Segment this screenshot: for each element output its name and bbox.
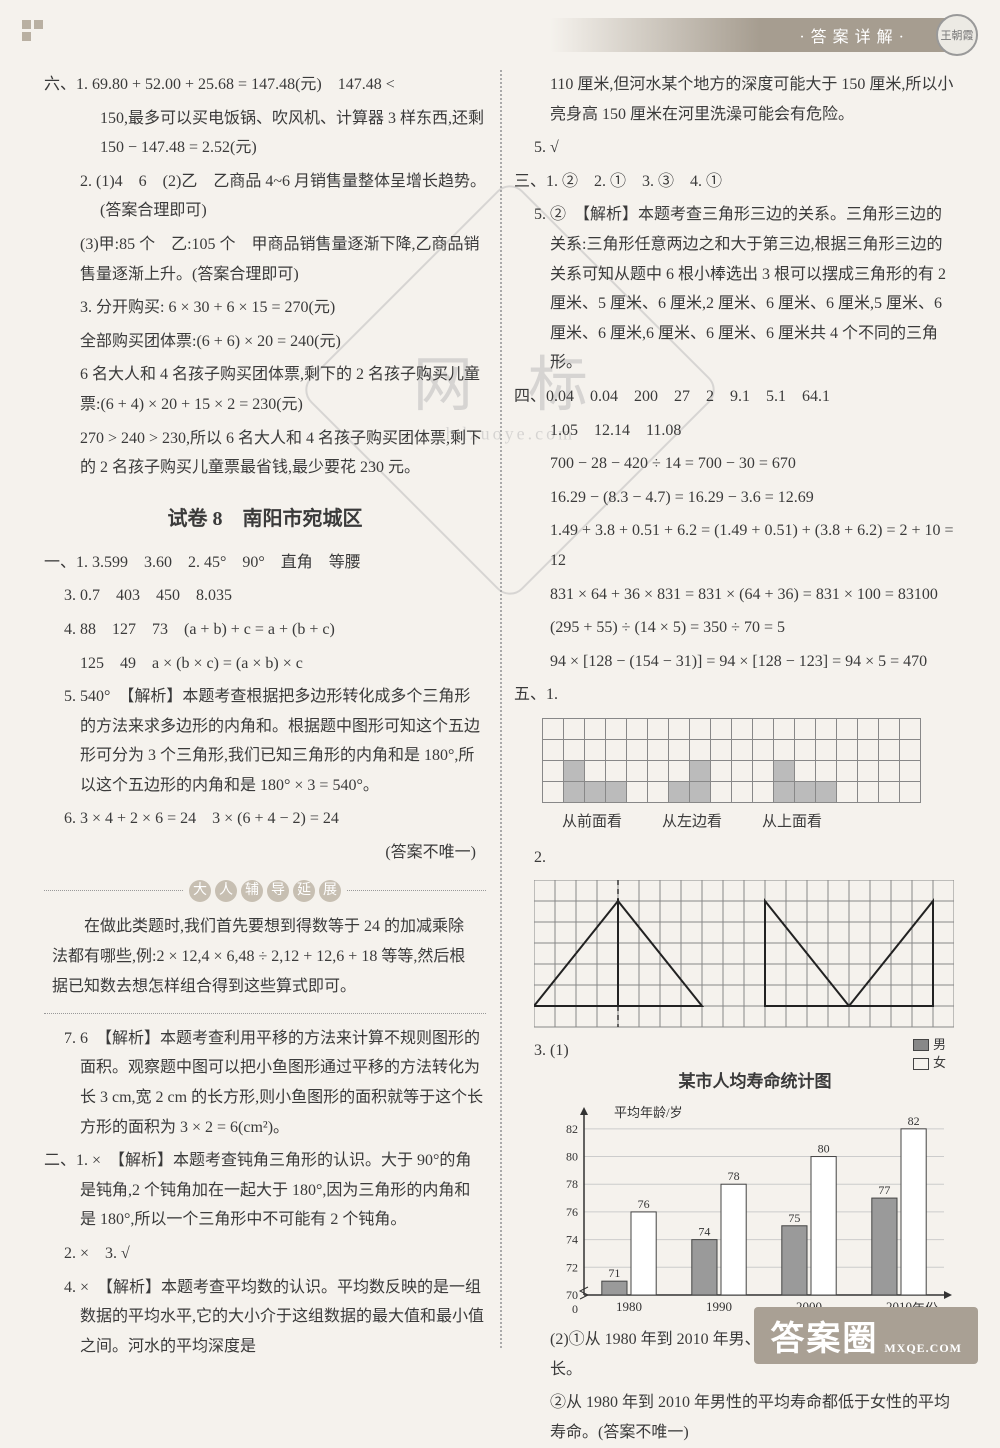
p8-1-6a: 6. 3 × 4 + 2 × 6 = 24 3 × (6 + 4 − 2) = … <box>44 804 486 834</box>
vlab-top: 从上面看 <box>762 809 822 837</box>
svg-text:82: 82 <box>566 1122 578 1136</box>
sec5-2: 2. <box>514 843 956 873</box>
p8-2-23: 2. × 3. √ <box>44 1239 486 1269</box>
paper8-title: 试卷 8 南阳市宛城区 <box>44 501 486 538</box>
chart-block: 3. (1) 某市人均寿命统计图 男 女 70 72 74 76 78 80 82 0 平均年龄… <box>514 1036 956 1325</box>
svg-text:平均年龄/岁: 平均年龄/岁 <box>614 1105 683 1120</box>
svg-text:70: 70 <box>566 1288 578 1302</box>
r4-6: 831 × 64 + 36 × 831 = 831 × (64 + 36) = … <box>514 580 956 610</box>
r4-3: 700 − 28 − 420 ÷ 14 = 700 − 30 = 670 <box>514 449 956 479</box>
page-body: 六、1. 69.80 + 52.00 + 25.68 = 147.48(元) 1… <box>30 70 970 1348</box>
p8-1-6b: (答案不唯一) <box>44 838 486 868</box>
p8-1-7: 7. 6 【解析】本题考查利用平移的方法来计算不规则图形的面积。观察题中图可以把… <box>44 1024 486 1142</box>
svg-text:78: 78 <box>728 1169 740 1183</box>
vlab-left: 从左边看 <box>662 809 722 837</box>
corner-ornament <box>22 20 44 42</box>
p8-2-4: 4. × 【解析】本题考查平均数的认识。平均数反映的是一组数据的平均水平,它的大… <box>44 1273 486 1362</box>
chart-num: 3. (1) <box>514 1036 956 1066</box>
grid-views-1 <box>542 718 956 803</box>
q6-3c: 6 名大人和 4 名孩子购买团体票,剩下的 2 名孩子购买儿童票:(6 + 4)… <box>44 360 486 419</box>
p8-1-4b: 125 49 a × (b × c) = (a × b) × c <box>44 649 486 679</box>
r4-2: 1.05 12.14 11.08 <box>514 416 956 446</box>
svg-text:1990: 1990 <box>706 1299 732 1314</box>
gear-badge: 王朝霞 <box>936 14 978 56</box>
grid-triangles <box>534 880 956 1030</box>
q6-2a: 2. (1)4 6 (2)乙 乙商品 4~6 月销售量整体呈增长趋势。(答案合理… <box>64 167 486 226</box>
svg-text:72: 72 <box>566 1261 578 1275</box>
footer-brand: 答案圈 <box>770 1311 878 1360</box>
p8-1-3: 3. 0.7 403 450 8.035 <box>44 581 486 611</box>
svg-text:74: 74 <box>698 1225 710 1239</box>
svg-text:80: 80 <box>566 1150 578 1164</box>
q6-3a: 3. 分开购买: 6 × 30 + 6 × 15 = 270(元) <box>64 293 486 323</box>
header-title: ·答案详解· <box>799 23 910 47</box>
p8-1-4: 4. 88 127 73 (a + b) + c = a + (b + c) <box>44 615 486 645</box>
svg-text:0: 0 <box>572 1302 578 1316</box>
gear-text: 王朝霞 <box>941 27 974 43</box>
footer-watermark: 答案圈 MXQE.COM <box>754 1307 978 1364</box>
chart-title: 某市人均寿命统计图 <box>554 1066 956 1097</box>
svg-text:74: 74 <box>566 1233 578 1247</box>
svg-text:80: 80 <box>818 1142 830 1156</box>
q6-1b: 150,最多可以买电饭锅、吹风机、计算器 3 样东西,还剩 150 − 147.… <box>44 104 486 163</box>
view-labels: 从前面看 从左边看 从上面看 <box>562 809 956 837</box>
svg-text:75: 75 <box>788 1211 800 1225</box>
p8-1-5: 5. 540° 【解析】本题考查根据把多边形转化成多个三角形的方法来求多边形的内… <box>44 682 486 800</box>
svg-text:71: 71 <box>608 1266 620 1280</box>
legend-female: 女 <box>933 1054 946 1072</box>
column-divider <box>500 70 502 1348</box>
left-column: 六、1. 69.80 + 52.00 + 25.68 = 147.48(元) 1… <box>30 70 500 1348</box>
q6-2b: (3)甲:85 个 乙:105 个 甲商品销售量逐渐下降,乙商品销售量逐渐上升。… <box>44 230 486 289</box>
svg-text:1980: 1980 <box>616 1299 642 1314</box>
p8-1-1: 一、1. 3.599 3.60 2. 45° 90° 直角 等腰 <box>44 548 486 578</box>
q6-3d: 270 > 240 > 230,所以 6 名大人和 4 名孩子购买团体票,剩下的… <box>44 424 486 483</box>
r4-8: 94 × [128 − (154 − 31)] = 94 × [128 − 12… <box>514 647 956 677</box>
r4-7: (295 + 55) ÷ (14 × 5) = 350 ÷ 70 = 5 <box>514 613 956 643</box>
tutor-divider: 大人辅导延展 <box>44 880 486 902</box>
r4-5: 1.49 + 3.8 + 0.51 + 6.2 = (1.49 + 0.51) … <box>514 516 956 575</box>
right-column: 110 厘米,但河水某个地方的深度可能大于 150 厘米,所以小亮身高 150 … <box>500 70 970 1348</box>
q6-1a: 六、1. 69.80 + 52.00 + 25.68 = 147.48(元) 1… <box>44 70 486 100</box>
r3-line: 三、1. ② 2. ① 3. ③ 4. ① <box>514 167 956 197</box>
r-ans-2b: ②从 1980 年到 2010 年男性的平均寿命都低于女性的平均寿命。(答案不唯… <box>514 1388 956 1447</box>
r4-1: 四、0.04 0.04 200 27 2 9.1 5.1 64.1 <box>514 382 956 412</box>
svg-text:76: 76 <box>638 1197 650 1211</box>
r3-5: 5. ② 【解析】本题考查三角形三边的关系。三角形三边的关系:三角形任意两边之和… <box>514 200 956 378</box>
bar-chart: 707274767880820平均年龄/岁年份71761980747819907… <box>534 1105 956 1325</box>
r-5: 5. √ <box>514 133 956 163</box>
svg-text:82: 82 <box>908 1114 920 1128</box>
tutor-text: 在做此类题时,我们首先要想到得数等于 24 的加减乘除法都有哪些,例:2 × 1… <box>44 908 486 1014</box>
footer-url: MXQE.COM <box>884 1341 962 1356</box>
svg-text:76: 76 <box>566 1205 578 1219</box>
sec5-1: 五、1. <box>514 680 956 710</box>
svg-text:77: 77 <box>878 1183 890 1197</box>
tutor-label: 大人辅导延展 <box>189 880 341 902</box>
legend-male: 男 <box>933 1036 946 1054</box>
r-top: 110 厘米,但河水某个地方的深度可能大于 150 厘米,所以小亮身高 150 … <box>514 70 956 129</box>
q6-3b: 全部购买团体票:(6 + 6) × 20 = 240(元) <box>44 327 486 357</box>
chart-legend: 男 女 <box>913 1036 946 1072</box>
r4-4: 16.29 − (8.3 − 4.7) = 16.29 − 3.6 = 12.6… <box>514 483 956 513</box>
p8-2-1: 二、1. × 【解析】本题考查钝角三角形的认识。大于 90°的角是钝角,2 个钝… <box>44 1146 486 1235</box>
vlab-front: 从前面看 <box>562 809 622 837</box>
header-band: ·答案详解· <box>550 18 970 52</box>
svg-text:78: 78 <box>566 1177 578 1191</box>
